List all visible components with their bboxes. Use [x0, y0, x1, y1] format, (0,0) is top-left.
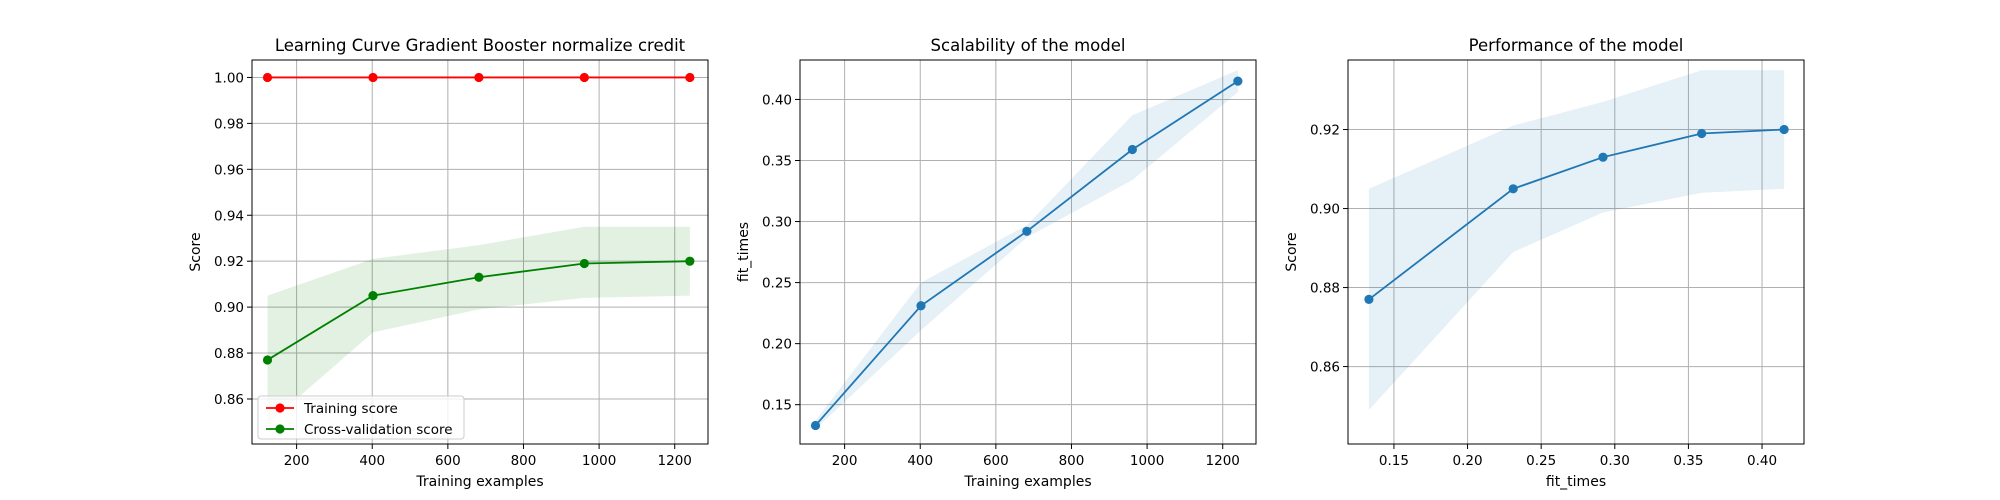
y-tick-label: 1.00 [214, 70, 244, 86]
chart-title: Performance of the model [1469, 36, 1684, 55]
data-point [579, 72, 589, 83]
x-tick-label: 1200 [658, 453, 692, 469]
axes-frame [1347, 59, 1805, 445]
confidence-band-1 [1368, 70, 1785, 411]
legend-box [257, 395, 465, 440]
y-tick-label: 0.90 [214, 300, 244, 316]
y-tick-label: 0.30 [762, 215, 792, 231]
axes-frame [799, 59, 1257, 445]
x-tick-label: 200 [284, 453, 310, 469]
data-point [1233, 76, 1243, 86]
data-point [1779, 124, 1789, 135]
y-tick-label: 0.88 [1310, 281, 1340, 297]
x-tick-label: 800 [1059, 453, 1085, 469]
x-axis-label: Training examples [963, 474, 1091, 490]
data-point [262, 72, 273, 83]
x-tick-label: 0.15 [1379, 453, 1409, 469]
y-tick-label: 0.86 [214, 392, 244, 408]
data-point [1022, 226, 1032, 236]
legend-label: Training score [303, 401, 398, 417]
data-point [916, 301, 926, 311]
legend-marker [275, 424, 285, 434]
x-tick-label: 1000 [582, 453, 616, 469]
y-tick-label: 0.94 [214, 208, 244, 224]
y-tick-label: 0.96 [214, 162, 244, 178]
axes-frame [251, 59, 709, 445]
data-point [474, 272, 484, 282]
y-tick-label: 0.88 [214, 346, 244, 362]
chart-title: Scalability of the model [931, 36, 1126, 55]
x-tick-label: 0.40 [1747, 453, 1777, 469]
y-tick-label: 0.92 [1310, 123, 1340, 139]
y-tick-label: 0.20 [762, 337, 792, 353]
confidence-band-2 [267, 226, 690, 425]
data-point [579, 258, 589, 269]
x-tick-label: 600 [435, 453, 461, 469]
y-tick-label: 0.25 [762, 276, 792, 292]
chart-panel-1: 200 400 600 800 1000 1200 0.86 0.88 0.90 0.92 0.94… [188, 36, 709, 490]
chart-panel-2: 200 400 600 800 1000 1200 0.15 0.20 0.25 0.30 0.35… [736, 36, 1257, 490]
legend-marker [275, 403, 285, 413]
data-point [1598, 152, 1608, 162]
x-tick-label: 0.20 [1453, 453, 1483, 469]
data-point [368, 72, 378, 83]
x-tick-label: 400 [907, 453, 933, 469]
legend: Training score Cross-validation score [257, 395, 465, 440]
x-tick-label: 0.25 [1526, 453, 1556, 469]
y-tick-label: 0.92 [214, 254, 244, 270]
y-tick-label: 0.86 [1310, 360, 1340, 376]
x-tick-label: 800 [511, 453, 537, 469]
x-tick-label: 200 [832, 453, 858, 469]
data-point [1508, 184, 1518, 194]
y-tick-label: 0.40 [762, 92, 792, 108]
y-axis-label: Score [188, 232, 204, 271]
x-axis-label: Training examples [415, 474, 543, 490]
chart-title: Learning Curve Gradient Booster normaliz… [275, 36, 686, 55]
data-point [368, 291, 378, 301]
data-point [1127, 144, 1137, 155]
confidence-band-1 [815, 70, 1238, 430]
y-tick-label: 0.90 [1310, 202, 1340, 218]
data-point [685, 72, 695, 83]
data-point [810, 420, 821, 431]
x-tick-label: 600 [983, 453, 1009, 469]
data-point [262, 355, 273, 365]
data-point [474, 72, 484, 83]
data-point [685, 256, 695, 266]
legend-label: Cross-validation score [304, 422, 453, 438]
chart-panel-3: 0.15 0.20 0.25 0.30 0.35 0.40 0.86 0.88 0.90 0.92… [1284, 36, 1805, 490]
x-tick-label: 400 [359, 453, 385, 469]
data-point [1697, 128, 1707, 139]
y-tick-label: 0.35 [762, 153, 792, 169]
y-axis-label: Score [1284, 232, 1300, 271]
y-tick-label: 0.15 [762, 398, 792, 414]
y-axis-label: fit_times [736, 222, 752, 282]
y-tick-label: 0.98 [214, 116, 244, 132]
x-tick-label: 1000 [1130, 453, 1164, 469]
x-tick-label: 0.30 [1600, 453, 1630, 469]
x-tick-label: 0.35 [1673, 453, 1703, 469]
x-axis-label: fit_times [1546, 474, 1606, 490]
data-point [1364, 294, 1374, 305]
x-tick-label: 1200 [1206, 453, 1240, 469]
